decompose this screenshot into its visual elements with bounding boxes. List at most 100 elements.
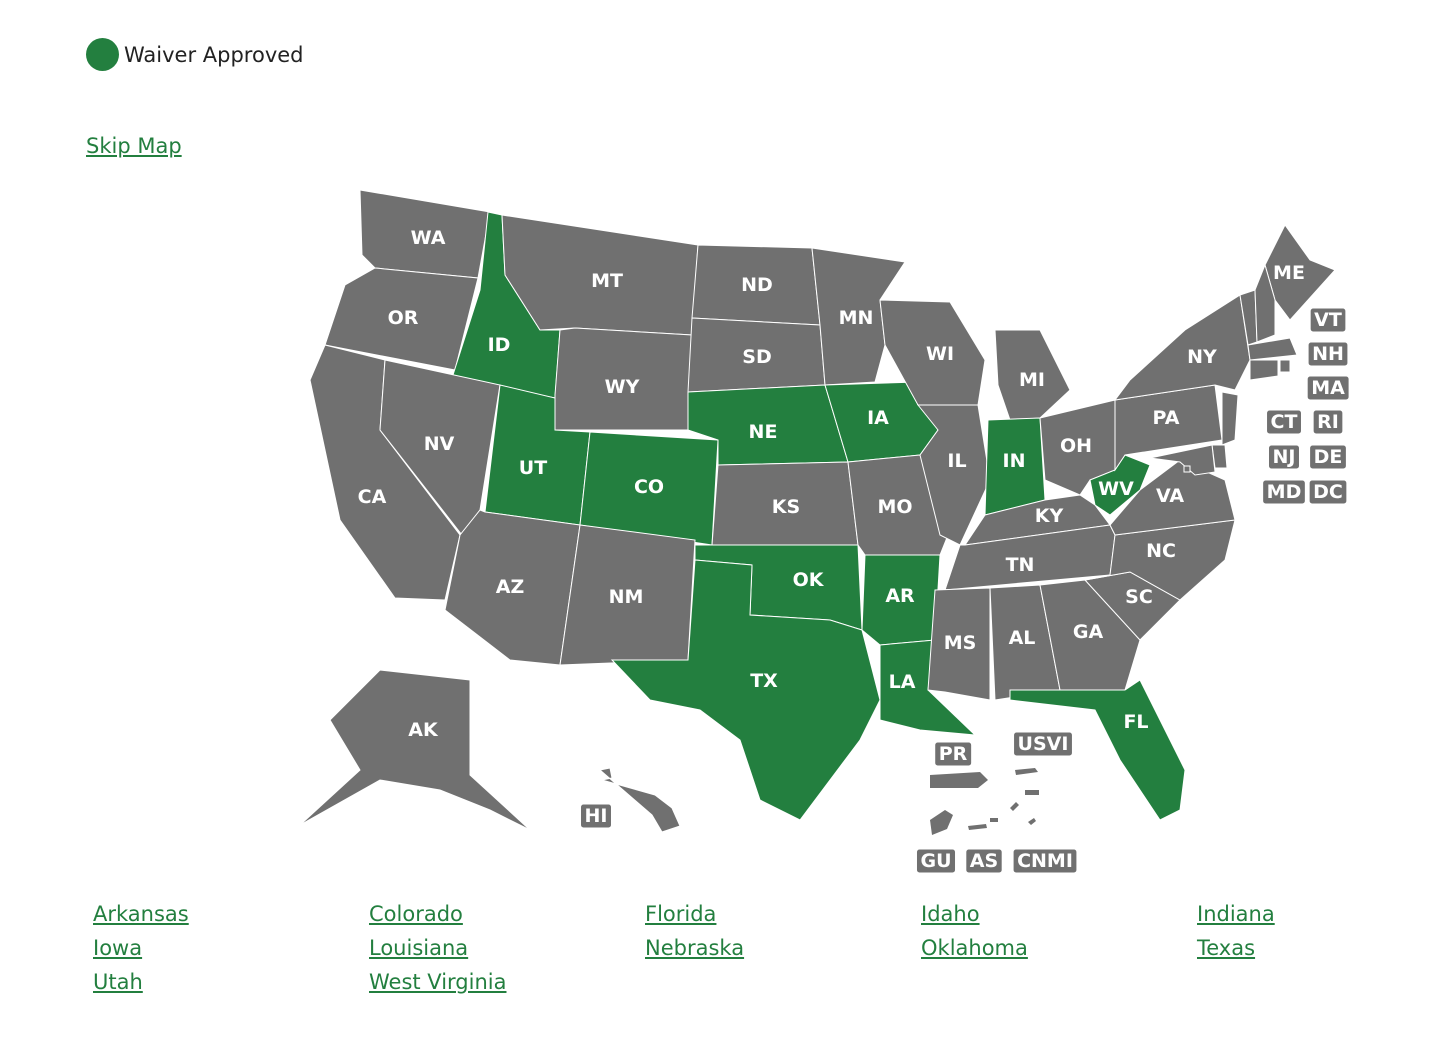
territory-shape	[930, 810, 953, 835]
badge-label: MD	[1267, 481, 1302, 503]
badge-label: GU	[920, 850, 951, 872]
state-link[interactable]: Florida	[645, 902, 717, 926]
state-label: PA	[1153, 407, 1180, 429]
badge	[934, 741, 973, 767]
territory-shape	[930, 772, 988, 788]
state-label: WV	[1098, 478, 1134, 500]
state-label: OH	[1060, 435, 1092, 457]
state-label: IN	[1003, 450, 1026, 472]
link-cell: Arkansas	[93, 902, 369, 926]
badge	[1308, 479, 1348, 505]
legend-swatch	[86, 38, 119, 71]
state-link[interactable]: Iowa	[93, 936, 143, 960]
state-label: ND	[741, 274, 773, 296]
state-label: NC	[1146, 540, 1176, 562]
badge-label: DE	[1314, 446, 1343, 468]
state-label: VA	[1156, 485, 1184, 507]
badge	[1307, 341, 1349, 367]
state-label: FL	[1123, 711, 1148, 733]
state-label: IL	[947, 450, 966, 472]
state-label: MT	[591, 270, 623, 292]
state	[1009, 679, 1186, 821]
state-link[interactable]: Indiana	[1197, 902, 1275, 926]
state-label: ME	[1273, 262, 1305, 284]
state	[1039, 579, 1141, 691]
map: WA OR CA ID NV MT WY UT CO AZ NM ND SD NE KS OK TX MN IA MO…	[299, 189, 1350, 874]
state-label: MI	[1019, 369, 1045, 391]
state-label: WI	[926, 343, 954, 365]
state-label: NY	[1187, 346, 1217, 368]
badge	[1266, 409, 1302, 435]
state-label: AK	[408, 719, 439, 741]
badge	[1309, 307, 1347, 333]
state-label: KY	[1035, 505, 1064, 527]
state-label: AR	[885, 585, 915, 607]
link-cell: Nebraska	[645, 936, 921, 960]
state-label: CA	[358, 486, 387, 508]
state-label: TX	[750, 670, 778, 692]
state-link[interactable]: Texas	[1197, 936, 1256, 960]
link-cell: Florida	[645, 902, 921, 926]
state-link[interactable]: Arkansas	[93, 902, 189, 926]
state-label: MS	[944, 632, 977, 654]
state-link[interactable]: Oklahoma	[921, 936, 1028, 960]
state-label: LA	[889, 671, 916, 693]
badge	[1268, 444, 1300, 470]
states	[299, 189, 1336, 833]
state	[927, 587, 991, 701]
state	[598, 767, 681, 833]
state	[1113, 294, 1251, 401]
link-cell: Louisiana	[369, 936, 645, 960]
state	[1221, 391, 1239, 446]
state	[811, 247, 906, 386]
link-cell: Idaho	[921, 902, 1197, 926]
state-link[interactable]: Idaho	[921, 902, 980, 926]
link-cell: Indiana	[1197, 902, 1456, 926]
state-link[interactable]: West Virginia	[369, 970, 507, 994]
state-link[interactable]: Utah	[93, 970, 143, 994]
state	[916, 404, 991, 546]
state-label: OR	[388, 307, 419, 329]
state	[1249, 359, 1279, 381]
labels: WA OR CA ID NV MT WY UT CO AZ NM ND SD NE KS OK TX MN IA MO…	[358, 227, 1350, 874]
badge-label: USVI	[1018, 733, 1069, 755]
territory-shape	[968, 818, 998, 830]
state-label: NE	[749, 421, 778, 443]
badge	[915, 848, 957, 874]
state-label: WA	[411, 227, 446, 249]
state-label: OK	[793, 569, 825, 591]
badge	[1312, 409, 1344, 435]
badge-label: CT	[1271, 411, 1298, 433]
state-label: UT	[519, 457, 547, 479]
state-label: KS	[772, 496, 800, 518]
territory-shape	[1015, 768, 1039, 795]
link-cell: Colorado	[369, 902, 645, 926]
badge-label: NJ	[1273, 446, 1296, 468]
state-link[interactable]: Louisiana	[369, 936, 469, 960]
state	[1254, 263, 1276, 343]
state-label: TN	[1006, 554, 1035, 576]
badge-label: MA	[1311, 377, 1345, 399]
state	[1279, 359, 1291, 373]
badge-label: HI	[585, 805, 608, 827]
state-link[interactable]: Colorado	[369, 902, 463, 926]
badge-label: DC	[1313, 481, 1343, 503]
badge-label: CNMI	[1017, 850, 1073, 872]
badge	[965, 848, 1003, 874]
skip-link[interactable]: Skip Map	[86, 134, 182, 158]
badge-label: RI	[1317, 411, 1339, 433]
badge-label: NH	[1312, 343, 1344, 365]
link-cell: Utah	[93, 970, 369, 994]
territory-shape	[1010, 802, 1036, 825]
state-label: MO	[877, 496, 912, 518]
state-label: SC	[1125, 586, 1153, 608]
state-label: NM	[609, 586, 644, 608]
state	[610, 559, 881, 821]
state-label: GA	[1073, 621, 1104, 643]
territory-shapes	[930, 768, 1039, 835]
state-link[interactable]: Nebraska	[645, 936, 745, 960]
state	[1183, 465, 1191, 473]
state	[1149, 444, 1216, 476]
state-label: MN	[839, 307, 874, 329]
